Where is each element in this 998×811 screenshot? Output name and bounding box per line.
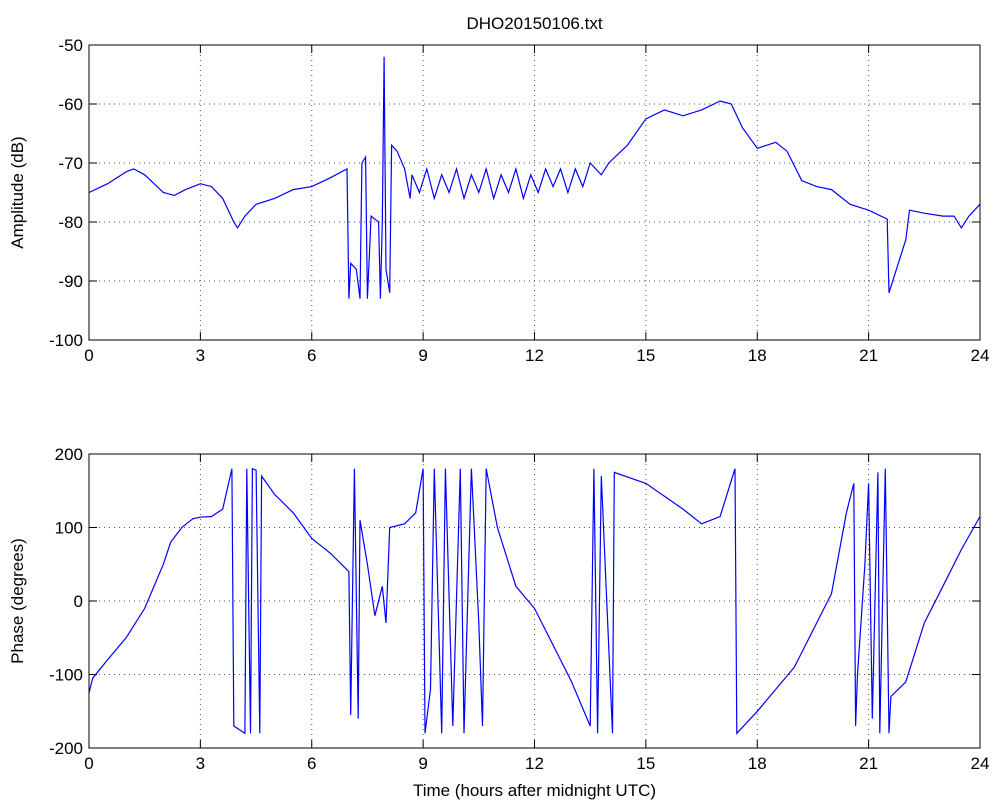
x-tick-label: 15 (636, 754, 655, 773)
y-tick-label: 200 (55, 445, 83, 464)
x-tick-label: 21 (859, 346, 878, 365)
axes-frame (88, 44, 981, 341)
y-axis-label: Amplitude (dB) (8, 136, 27, 248)
axes-frame (88, 453, 981, 749)
x-tick-label: 6 (307, 754, 316, 773)
y-tick-label: -70 (58, 154, 83, 173)
x-tick-label: 0 (84, 346, 93, 365)
y-tick-label: -50 (58, 36, 83, 55)
y-axis-label: Phase (degrees) (8, 538, 27, 664)
x-tick-label: 24 (971, 346, 990, 365)
y-tick-label: -100 (49, 331, 83, 350)
y-tick-label: 0 (74, 592, 83, 611)
y-tick-label: -80 (58, 213, 83, 232)
x-tick-label: 18 (748, 754, 767, 773)
x-tick-label: 9 (418, 346, 427, 365)
y-tick-label: -200 (49, 739, 83, 758)
data-line (88, 56, 981, 299)
data-line (88, 467, 981, 735)
x-tick-label: 3 (196, 754, 205, 773)
x-tick-label: 6 (307, 346, 316, 365)
x-tick-label: 18 (748, 346, 767, 365)
y-tick-label: -100 (49, 666, 83, 685)
y-tick-label: -90 (58, 272, 83, 291)
x-tick-label: 9 (418, 754, 427, 773)
x-tick-label: 12 (525, 346, 544, 365)
x-tick-label: 0 (84, 754, 93, 773)
y-tick-label: -60 (58, 95, 83, 114)
y-tick-label: 100 (55, 519, 83, 538)
x-tick-label: 21 (859, 754, 878, 773)
x-tick-label: 3 (196, 346, 205, 365)
x-tick-label: 12 (525, 754, 544, 773)
x-tick-label: 24 (971, 754, 990, 773)
chart-title: DHO20150106.txt (466, 14, 602, 33)
x-tick-label: 15 (636, 346, 655, 365)
x-axis-label: Time (hours after midnight UTC) (413, 781, 656, 800)
